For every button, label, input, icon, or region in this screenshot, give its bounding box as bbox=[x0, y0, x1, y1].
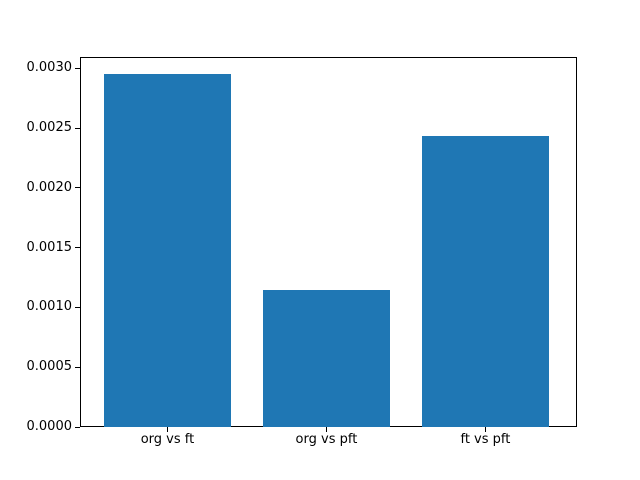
bar-ft-vs-pft bbox=[421, 136, 549, 427]
y-tick-label: 0.0000 bbox=[26, 419, 73, 434]
y-tick-label: 0.0020 bbox=[26, 179, 73, 195]
y-tick-mark bbox=[75, 247, 80, 249]
y-tick-mark bbox=[75, 187, 80, 189]
y-tick-label: 0.0010 bbox=[26, 299, 73, 315]
y-tick-label: 0.0025 bbox=[26, 120, 73, 136]
x-tick-mark bbox=[325, 427, 327, 432]
x-tick-label: org vs ft bbox=[140, 432, 195, 447]
y-tick-label: 0.0005 bbox=[26, 359, 73, 375]
y-tick-mark bbox=[75, 306, 80, 308]
x-tick-label: ft vs pft bbox=[460, 432, 511, 447]
y-tick-label: 0.0015 bbox=[26, 239, 73, 255]
y-tick-mark bbox=[75, 366, 80, 368]
bar-org-vs-ft bbox=[103, 74, 232, 427]
y-tick-label: 0.0030 bbox=[26, 60, 73, 76]
y-tick-mark bbox=[75, 67, 80, 69]
x-tick-mark bbox=[484, 427, 486, 432]
x-tick-label: org vs pft bbox=[295, 432, 358, 447]
y-tick-mark bbox=[75, 127, 80, 129]
x-tick-mark bbox=[166, 427, 168, 432]
bar-org-vs-pft bbox=[262, 289, 391, 427]
y-tick-mark bbox=[75, 426, 80, 428]
